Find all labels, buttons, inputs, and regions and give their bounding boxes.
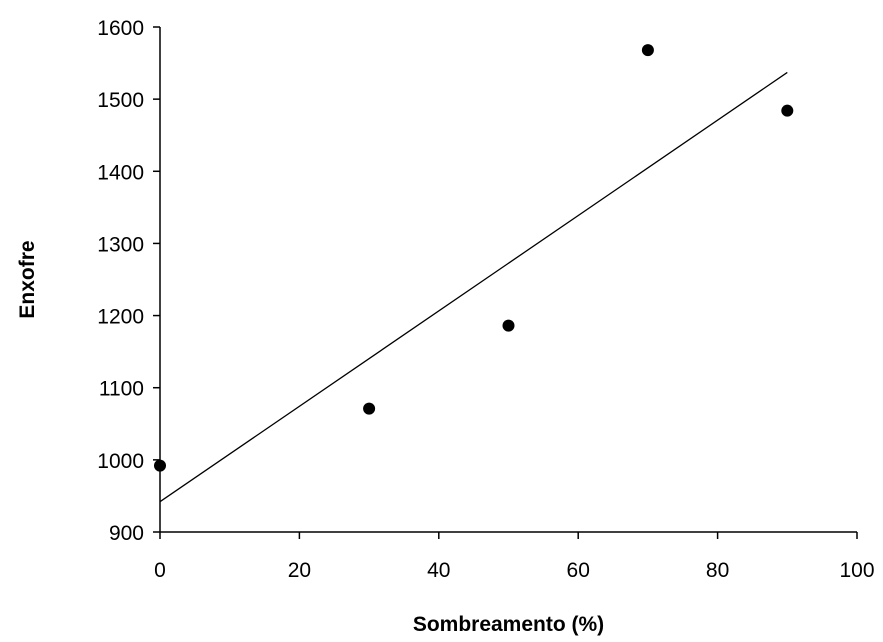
x-tick-label: 0 (154, 559, 166, 582)
data-points (154, 44, 794, 472)
x-tick-label: 40 (427, 559, 450, 582)
y-tick-label: 900 (109, 522, 144, 545)
data-point (154, 459, 166, 472)
y-tick-label: 1600 (97, 17, 144, 40)
trendline-group (159, 71, 788, 503)
y-tick-label: 1200 (97, 306, 144, 329)
data-point (363, 402, 376, 415)
y-tick-label: 1300 (97, 233, 144, 256)
y-tick-label: 1100 (99, 378, 144, 401)
x-tick-label: 20 (288, 559, 311, 582)
x-tick-label: 80 (706, 559, 729, 582)
x-tick-label: 60 (567, 559, 590, 582)
x-axis-title: Sombreamento (%) (413, 613, 604, 636)
y-tick-label: 1400 (97, 161, 144, 184)
data-point (641, 44, 654, 57)
data-point (502, 319, 515, 332)
trendline (159, 71, 788, 503)
y-ticks: 900 1000 1100 1200 1300 1400 1500 1600 (97, 17, 160, 545)
axes (159, 27, 857, 533)
x-ticks: 0 20 40 60 80 100 (154, 532, 875, 582)
y-tick-label: 1500 (97, 89, 144, 112)
y-axis-title: Enxofre (16, 240, 39, 318)
x-tick-label: 100 (839, 559, 874, 582)
data-point (781, 104, 794, 117)
y-tick-label: 1000 (97, 450, 144, 473)
